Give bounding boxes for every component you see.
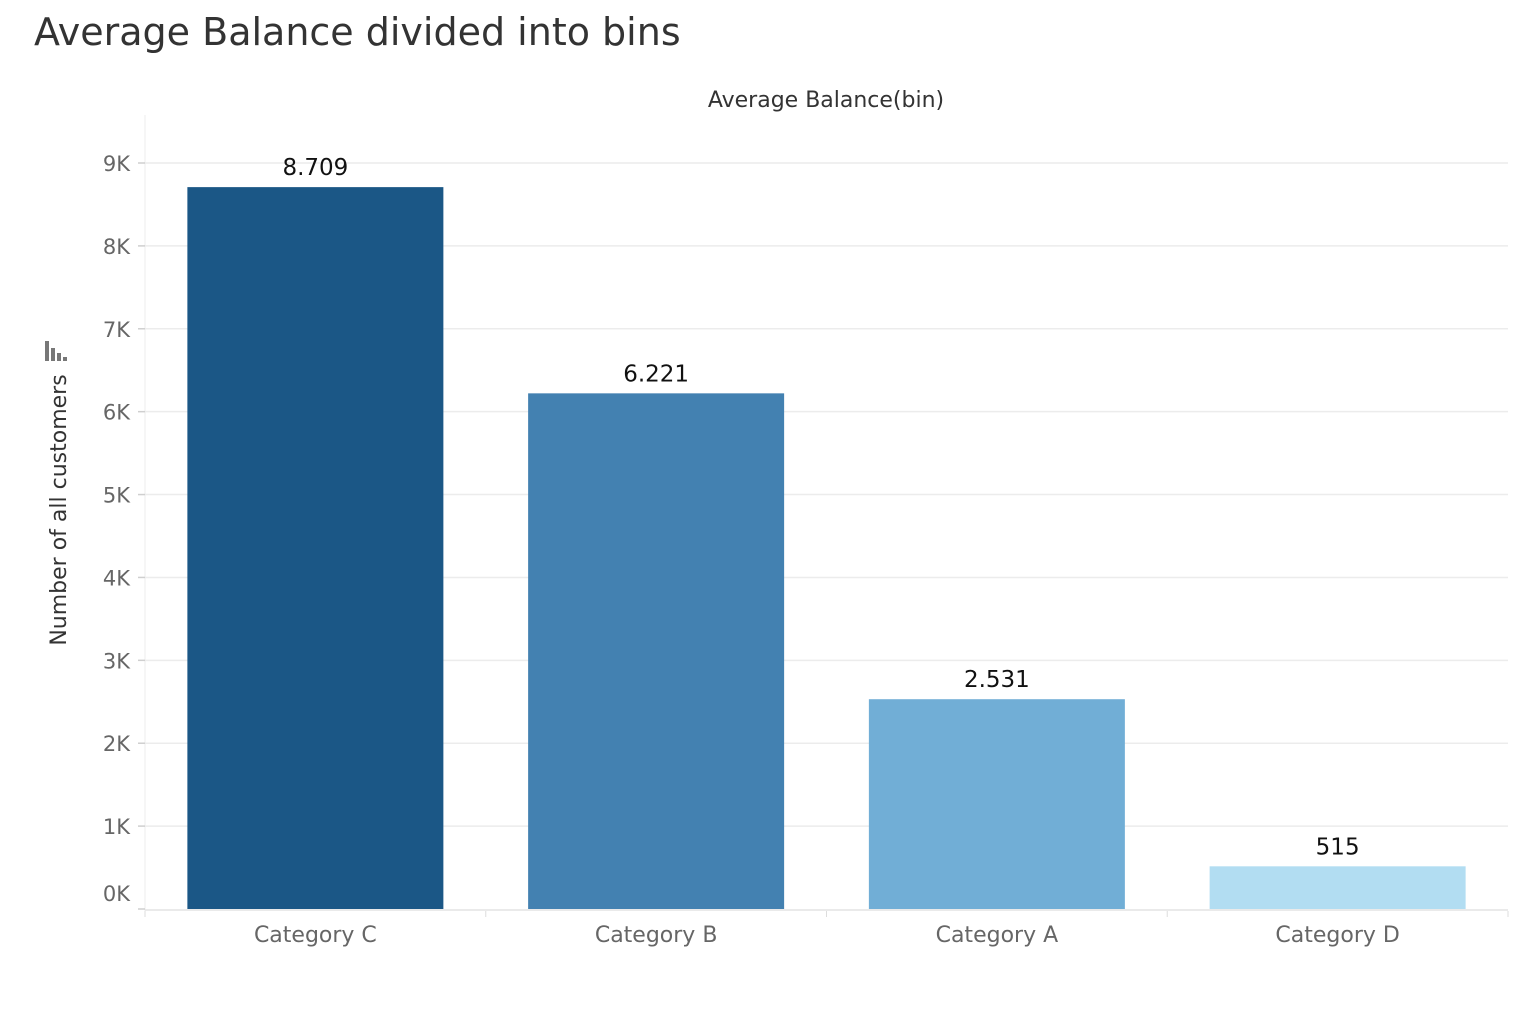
y-tick-label: 5K bbox=[103, 484, 131, 508]
y-tick-label: 7K bbox=[103, 318, 131, 342]
y-tick-label: 6K bbox=[103, 401, 131, 425]
x-axis-labels: Category C Category B Category A Category D bbox=[254, 923, 1400, 948]
data-label: 8.709 bbox=[282, 155, 348, 181]
y-tick-label: 0K bbox=[103, 882, 131, 906]
x-category-label: Category C bbox=[254, 923, 377, 948]
x-category-label: Category D bbox=[1275, 923, 1399, 948]
y-axis-ticks: 0K 1K 2K 3K 4K 5K 6K 7K 8K 9K bbox=[103, 152, 145, 910]
bar[interactable] bbox=[187, 187, 444, 909]
data-label: 6.221 bbox=[623, 361, 689, 387]
column-header: Average Balance(bin) bbox=[708, 88, 944, 113]
y-tick-label: 9K bbox=[103, 152, 131, 176]
bars bbox=[187, 187, 1466, 909]
data-label: 2.531 bbox=[964, 667, 1030, 693]
y-tick-label: 2K bbox=[103, 732, 131, 756]
y-tick-label: 1K bbox=[103, 815, 131, 839]
data-labels: 8.709 6.221 2.531 515 bbox=[282, 155, 1359, 860]
y-tick-label: 4K bbox=[103, 566, 131, 590]
y-axis-title: Number of all customers bbox=[47, 374, 72, 645]
y-tick-label: 3K bbox=[103, 649, 131, 673]
bar[interactable] bbox=[1209, 866, 1466, 909]
bar[interactable] bbox=[868, 699, 1125, 909]
y-axis-title-group: Number of all customers bbox=[47, 374, 72, 645]
y-tick-label: 8K bbox=[103, 235, 131, 259]
x-category-label: Category B bbox=[595, 923, 718, 948]
sort-icon[interactable] bbox=[45, 341, 67, 361]
chart-title: Average Balance divided into bins bbox=[34, 10, 681, 54]
data-label: 515 bbox=[1316, 834, 1360, 860]
bar[interactable] bbox=[528, 393, 785, 909]
x-category-label: Category A bbox=[936, 923, 1059, 948]
